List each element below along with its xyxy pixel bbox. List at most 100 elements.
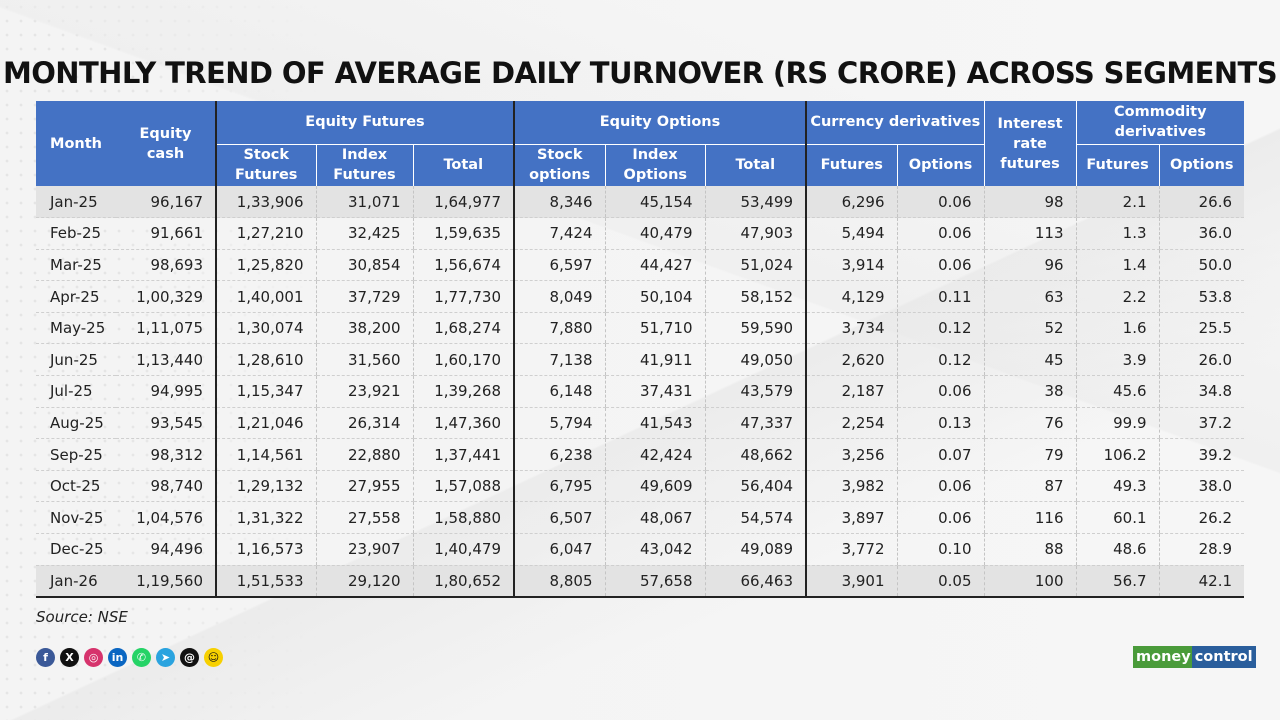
cell-currency-options: 0.12 <box>896 312 985 345</box>
cell-total-options: 56,404 <box>704 470 807 503</box>
cell-interest-rate-futures: 45 <box>983 343 1077 377</box>
cell-currency-futures: 3,897 <box>805 501 898 535</box>
cell-commodity-options: 36.0 <box>1158 217 1245 250</box>
cell-currency-futures: 3,914 <box>805 249 898 282</box>
cell-currency-options: 0.06 <box>896 375 985 408</box>
cell-currency-options: 0.06 <box>896 501 985 535</box>
cell-currency-options: 0.12 <box>896 343 985 377</box>
cell-stock-options: 6,597 <box>513 249 605 282</box>
cell-stock-options: 6,148 <box>513 375 605 408</box>
cell-interest-rate-futures: 88 <box>983 533 1077 566</box>
cell-index-futures: 30,854 <box>315 249 413 282</box>
header-currency-options: Options <box>896 143 985 186</box>
cell-index-futures: 23,921 <box>315 375 413 408</box>
cell-stock-options: 8,805 <box>513 565 605 598</box>
cell-stock-options: 7,138 <box>513 343 605 377</box>
snapchat-icon[interactable]: ☺ <box>204 648 223 667</box>
cell-month: Mar-25 <box>36 249 116 282</box>
cell-stock-futures: 1,14,561 <box>215 438 316 471</box>
cell-index-options: 40,479 <box>604 217 705 250</box>
x-icon[interactable]: X <box>60 648 79 667</box>
cell-month: May-25 <box>36 312 116 345</box>
cell-commodity-options: 26.2 <box>1158 501 1245 535</box>
cell-month: Apr-25 <box>36 280 116 313</box>
cell-stock-options: 7,424 <box>513 217 605 250</box>
cell-month: Dec-25 <box>36 533 116 566</box>
cell-stock-options: 8,346 <box>513 186 605 219</box>
cell-equity-cash: 1,00,329 <box>116 280 216 313</box>
cell-currency-futures: 3,901 <box>805 565 898 598</box>
cell-interest-rate-futures: 76 <box>983 407 1077 440</box>
cell-index-futures: 22,880 <box>315 438 413 471</box>
header-index-futures: Index Futures <box>315 143 413 186</box>
header-total-futures: Total <box>412 143 514 186</box>
cell-total-options: 59,590 <box>704 312 807 345</box>
cell-total-futures: 1,39,268 <box>412 375 514 408</box>
cell-equity-cash: 96,167 <box>116 186 216 219</box>
cell-month: Jul-25 <box>36 375 116 408</box>
cell-month: Jan-25 <box>36 186 116 219</box>
header-stock-futures: Stock Futures <box>215 143 316 186</box>
cell-interest-rate-futures: 96 <box>983 249 1077 282</box>
header-commodity-options: Options <box>1158 143 1245 186</box>
table-row: May-25 1,11,075 1,30,074 38,200 1,68,274 7,88… <box>36 312 1245 345</box>
cell-total-futures: 1,47,360 <box>412 407 514 440</box>
instagram-icon[interactable]: ◎ <box>84 648 103 667</box>
cell-commodity-options: 53.8 <box>1158 280 1245 313</box>
facebook-icon[interactable]: f <box>36 648 55 667</box>
table-header: Month Equity cash Equity Futures Equity … <box>36 101 1245 186</box>
table-row: Aug-25 93,545 1,21,046 26,314 1,47,360 5,794 4… <box>36 407 1245 440</box>
moneycontrol-logo: money control <box>1133 646 1256 668</box>
cell-stock-options: 5,794 <box>513 407 605 440</box>
page-title: MONTHLY TREND OF AVERAGE DAILY TURNOVER … <box>3 56 1278 90</box>
cell-stock-options: 6,507 <box>513 501 605 535</box>
cell-index-futures: 37,729 <box>315 280 413 313</box>
header-stock-options: Stock options <box>513 143 605 186</box>
cell-currency-futures: 4,129 <box>805 280 898 313</box>
cell-total-options: 47,903 <box>704 217 807 250</box>
cell-interest-rate-futures: 113 <box>983 217 1077 250</box>
cell-stock-futures: 1,40,001 <box>215 280 316 313</box>
cell-total-options: 53,499 <box>704 186 807 219</box>
turnover-table: Month Equity cash Equity Futures Equity … <box>36 101 1245 598</box>
cell-commodity-options: 34.8 <box>1158 375 1245 408</box>
linkedin-icon[interactable]: in <box>108 648 127 667</box>
cell-commodity-options: 26.6 <box>1158 186 1245 219</box>
threads-icon[interactable]: @ <box>180 648 199 667</box>
cell-total-futures: 1,68,274 <box>412 312 514 345</box>
cell-currency-futures: 3,256 <box>805 438 898 471</box>
cell-commodity-futures: 1.6 <box>1075 312 1160 345</box>
cell-commodity-futures: 48.6 <box>1075 533 1160 566</box>
cell-stock-futures: 1,28,610 <box>215 343 316 377</box>
cell-commodity-options: 28.9 <box>1158 533 1245 566</box>
cell-stock-options: 6,238 <box>513 438 605 471</box>
cell-equity-cash: 1,04,576 <box>116 501 216 535</box>
whatsapp-icon[interactable]: ✆ <box>132 648 151 667</box>
cell-total-options: 49,050 <box>704 343 807 377</box>
header-commodity-derivatives: Commodity derivatives <box>1075 101 1245 144</box>
cell-index-options: 45,154 <box>604 186 705 219</box>
cell-equity-cash: 98,693 <box>116 249 216 282</box>
cell-total-futures: 1,57,088 <box>412 470 514 503</box>
cell-index-futures: 32,425 <box>315 217 413 250</box>
cell-interest-rate-futures: 52 <box>983 312 1077 345</box>
cell-total-futures: 1,64,977 <box>412 186 514 219</box>
cell-index-options: 41,911 <box>604 343 705 377</box>
cell-index-futures: 31,071 <box>315 186 413 219</box>
table-row: Jan-26 1,19,560 1,51,533 29,120 1,80,652 8,80… <box>36 565 1245 598</box>
cell-equity-cash: 1,19,560 <box>116 565 216 598</box>
header-currency-futures: Futures <box>805 143 898 186</box>
cell-total-futures: 1,77,730 <box>412 280 514 313</box>
cell-index-futures: 29,120 <box>315 565 413 598</box>
table-body: Jan-25 96,167 1,33,906 31,071 1,64,977 8,346 4… <box>36 186 1245 598</box>
cell-interest-rate-futures: 38 <box>983 375 1077 408</box>
cell-stock-futures: 1,16,573 <box>215 533 316 566</box>
cell-stock-options: 6,795 <box>513 470 605 503</box>
telegram-icon[interactable]: ➤ <box>156 648 175 667</box>
cell-equity-cash: 94,995 <box>116 375 216 408</box>
table-row: Oct-25 98,740 1,29,132 27,955 1,57,088 6,795 4… <box>36 470 1245 503</box>
cell-index-futures: 26,314 <box>315 407 413 440</box>
cell-total-futures: 1,58,880 <box>412 501 514 535</box>
cell-total-options: 47,337 <box>704 407 807 440</box>
cell-currency-options: 0.06 <box>896 470 985 503</box>
